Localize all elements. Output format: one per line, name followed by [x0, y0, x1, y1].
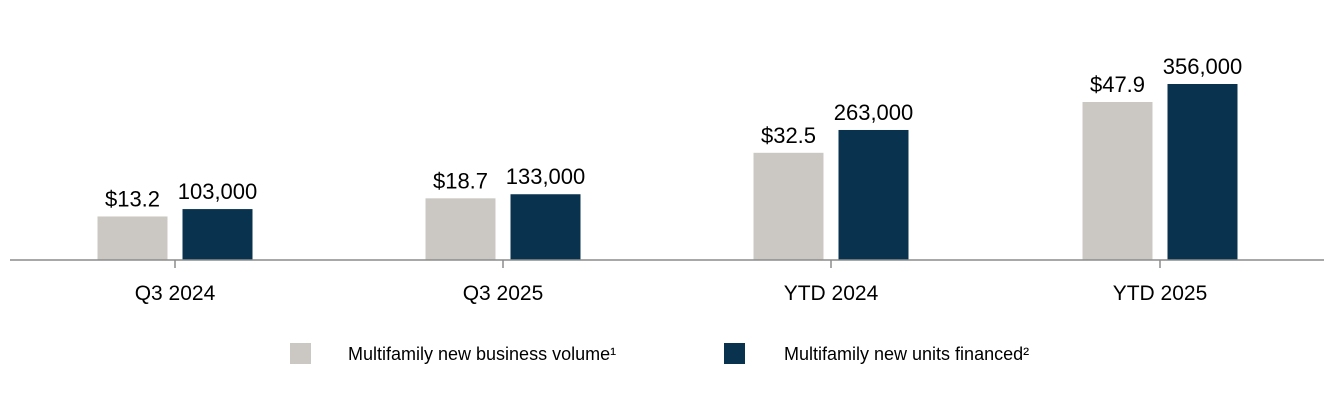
value-label-volume-1: $13.2 — [105, 186, 160, 211]
bar-volume-1 — [97, 216, 168, 260]
category-label-3: YTD 2024 — [784, 282, 879, 305]
category-label-2: Q3 2025 — [463, 282, 544, 305]
value-label-units-1: 103,000 — [178, 179, 258, 204]
legend-swatch-volume — [290, 343, 311, 364]
bar-volume-4 — [1082, 102, 1153, 260]
category-label-4: YTD 2025 — [1113, 282, 1208, 305]
value-label-units-4: 356,000 — [1163, 54, 1243, 79]
bar-units-4 — [1167, 84, 1238, 260]
bar-volume-2 — [425, 198, 496, 260]
legend: Multifamily new business volume¹ Multifam… — [290, 343, 1029, 364]
legend-swatch-units — [724, 343, 745, 364]
legend-label-volume: Multifamily new business volume¹ — [348, 344, 616, 364]
bar-volume-3 — [753, 152, 824, 260]
legend-label-units: Multifamily new units financed² — [784, 344, 1029, 364]
bars-group — [97, 84, 1238, 260]
value-label-units-3: 263,000 — [834, 100, 914, 125]
value-label-volume-4: $47.9 — [1090, 72, 1145, 97]
bar-units-2 — [510, 194, 581, 260]
value-label-volume-2: $18.7 — [433, 168, 488, 193]
value-labels-group: $13.2 103,000 $18.7 133,000 $32.5 263,000 $47.… — [105, 54, 1242, 211]
x-axis-ticks-group — [174, 260, 1161, 268]
bar-units-3 — [838, 129, 909, 260]
value-label-volume-3: $32.5 — [761, 123, 816, 148]
category-label-1: Q3 2024 — [135, 282, 216, 305]
category-labels-group: Q3 2024 Q3 2025 YTD 2024 YTD 2025 — [135, 282, 1208, 305]
value-label-units-2: 133,000 — [506, 164, 586, 189]
bar-units-1 — [182, 209, 253, 260]
